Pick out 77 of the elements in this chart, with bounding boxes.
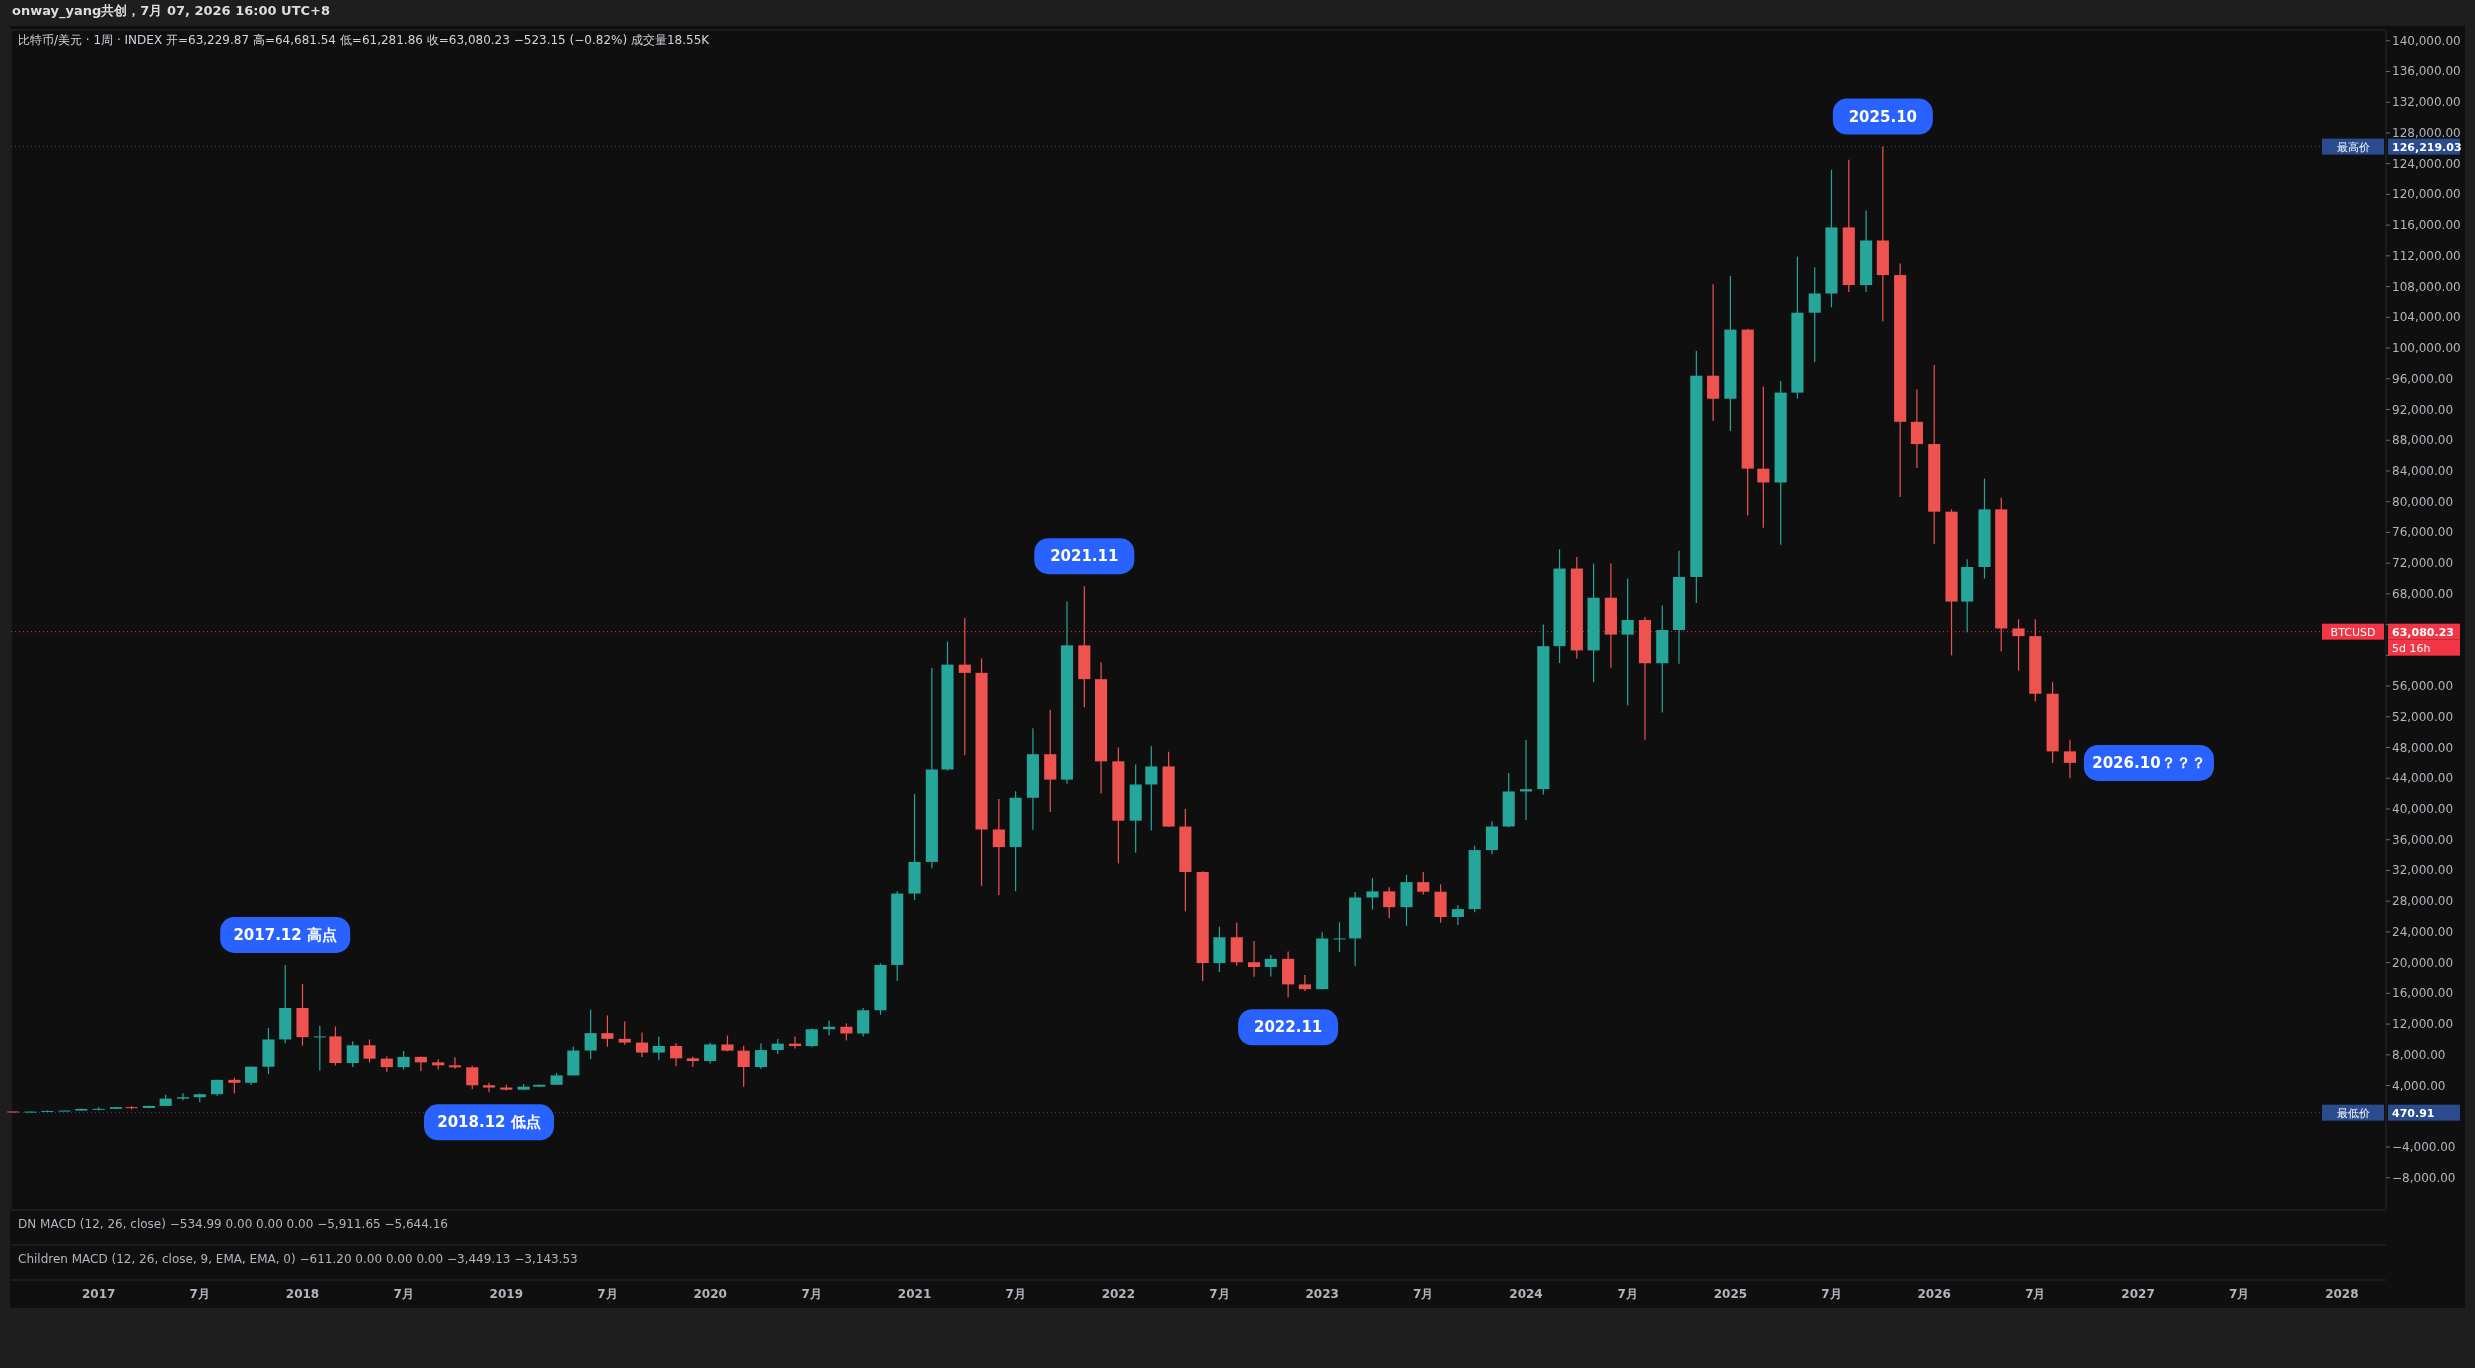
annotation: 2022.11 xyxy=(1238,1009,1339,1046)
y-tick-label: 68,000.00 xyxy=(2392,586,2454,601)
y-tick-label: 80,000.00 xyxy=(2392,494,2454,509)
y-tick-label: 8,000.00 xyxy=(2392,1047,2446,1062)
y-tick-label: 112,000.00 xyxy=(2392,248,2461,263)
y-tick-label: 40,000.00 xyxy=(2392,801,2454,816)
y-tick-label: 124,000.00 xyxy=(2392,156,2461,171)
x-tick-label: 7月 xyxy=(1413,1287,1434,1301)
x-tick-label: 7月 xyxy=(1209,1287,1230,1301)
text: BTCUSD 63,080.23 xyxy=(2330,625,2454,639)
y-tick-label: 136,000.00 xyxy=(2392,64,2461,79)
x-tick-label: 7月 xyxy=(1005,1287,1026,1301)
y-tick-label: 4,000.00 xyxy=(2392,1078,2446,1093)
annotation: 2026.10？？？ xyxy=(2092,753,2206,772)
y-tick-label: 20,000.00 xyxy=(2392,955,2454,970)
x-tick-label: 7月 xyxy=(1821,1287,1842,1301)
y-tick-label: 72,000.00 xyxy=(2392,556,2454,571)
y-tick-label: 56,000.00 xyxy=(2392,679,2454,694)
annotation: 2022.11 xyxy=(1253,1018,1323,1037)
annotation: 2021.11 xyxy=(1050,547,1119,566)
y-tick-label: 16,000.00 xyxy=(2392,986,2454,1001)
y-tick-label: 76,000.00 xyxy=(2392,525,2454,540)
annotation: 2018.12 低点 xyxy=(437,1113,541,1132)
y-tick-label: 24,000.00 xyxy=(2392,924,2454,939)
x-tick-label: 2026 xyxy=(1917,1287,1951,1301)
text: onway_yang共创，7月 07, 2026 16:00 UTC+8 xyxy=(12,3,330,19)
y-tick-label: 108,000.00 xyxy=(2392,279,2461,294)
y-tick-label: 92,000.00 xyxy=(2392,402,2454,417)
annotation: 2025.10 xyxy=(1848,107,1918,126)
y-tick-label: 104,000.00 xyxy=(2392,310,2461,325)
annotation: 2021.11 xyxy=(1034,538,1135,575)
x-tick-label: 2022 xyxy=(1101,1287,1136,1301)
y-tick-label: 100,000.00 xyxy=(2392,341,2461,356)
y-tick-label: 28,000.00 xyxy=(2392,894,2454,909)
y-tick-label: 132,000.00 xyxy=(2392,95,2461,110)
y-tick-label: 96,000.00 xyxy=(2392,371,2454,386)
x-tick-label: 2019 xyxy=(489,1287,524,1301)
x-tick-label: 7月 xyxy=(1617,1287,1638,1301)
annotation: 2017.12 高点 xyxy=(220,916,351,953)
text: 5d 16h xyxy=(2392,641,2431,655)
y-tick-label: 36,000.00 xyxy=(2392,832,2454,847)
x-tick-label: 2023 xyxy=(1305,1287,1339,1301)
x-tick-label: 7月 xyxy=(801,1287,822,1301)
annotation: 2025.10 xyxy=(1832,98,1933,135)
y-tick-label: 48,000.00 xyxy=(2392,740,2454,755)
x-tick-label: 2027 xyxy=(2121,1287,2155,1301)
annotation: 2018.12 低点 xyxy=(424,1104,554,1141)
x-tick-label: 2024 xyxy=(1509,1287,1543,1301)
y-tick-label: 32,000.00 xyxy=(2392,863,2454,878)
y-tick-label: 52,000.00 xyxy=(2392,709,2454,724)
x-tick-label: 2025 xyxy=(1713,1287,1748,1301)
x-tick-label: 2020 xyxy=(693,1287,727,1301)
text: DN MACD (12, 26, close) −534.99 0.00 0.00 0.00 −5,911.65 −5,644.16 xyxy=(18,1217,448,1231)
chart-title: 比特币/美元 · 1周 · INDEX 开=63,229.87 高=64,681.54 低=61,281.86 收=63,080.23 −523.15 (−0.82%) 成交量18.55K xyxy=(18,33,711,47)
y-tick-label: 12,000.00 xyxy=(2392,1017,2454,1032)
y-tick-label: 140,000.00 xyxy=(2392,33,2461,48)
y-tick-label: −8,000.00 xyxy=(2392,1170,2456,1185)
annotation: 2026.10？？？ xyxy=(2083,744,2214,781)
y-tick-label: 128,000.00 xyxy=(2392,125,2461,140)
x-tick-label: 7月 xyxy=(393,1287,414,1301)
y-tick-label: −4,000.00 xyxy=(2392,1140,2456,1155)
y-tick-label: 116,000.00 xyxy=(2392,218,2461,233)
x-tick-label: 2021 xyxy=(897,1287,932,1301)
y-tick-label: 44,000.00 xyxy=(2392,771,2454,786)
x-tick-label: 7月 xyxy=(189,1287,210,1301)
x-tick-label: 7月 xyxy=(2025,1287,2046,1301)
x-tick-label: 7月 xyxy=(2228,1287,2250,1301)
x-tick-label: 2028 xyxy=(2325,1287,2359,1301)
x-tick-label: 2018 xyxy=(285,1287,320,1301)
x-tick-label: 7月 xyxy=(597,1287,618,1301)
text: Children MACD (12, 26, close, 9, EMA, EMA, 0) −611.20 0.00 0.00 0.00 −3,449.13 −3,143.53 xyxy=(18,1252,578,1266)
y-tick-label: 84,000.00 xyxy=(2392,463,2454,478)
annotation: 2017.12 高点 xyxy=(233,925,337,944)
x-tick-label: 2017 xyxy=(81,1287,116,1301)
text: 最低价 470.91 xyxy=(2336,1106,2435,1120)
y-tick-label: 120,000.00 xyxy=(2392,187,2461,202)
y-tick-label: 88,000.00 xyxy=(2392,433,2454,448)
